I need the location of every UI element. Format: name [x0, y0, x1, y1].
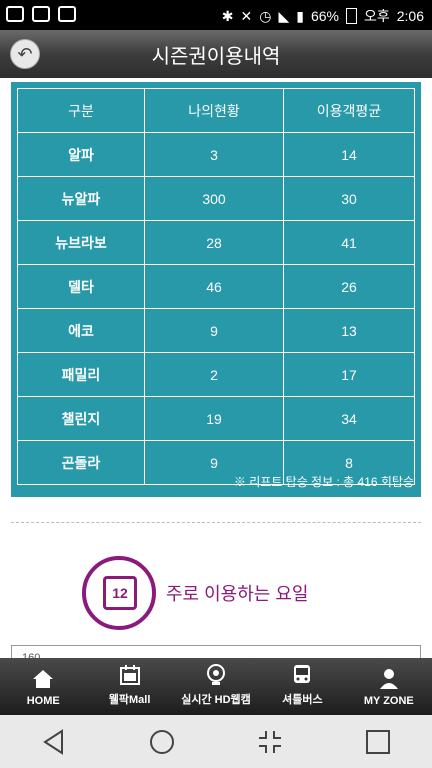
column-header-average: 이용객평균 [283, 88, 415, 133]
row-mine: 9 [144, 308, 284, 353]
alarm-icon: ◷ [259, 8, 272, 24]
row-label: 뉴브라보 [17, 220, 145, 265]
table-row: 에코 9 13 [17, 308, 415, 353]
section-divider [11, 522, 421, 523]
battery-percent: 66% [310, 8, 339, 24]
row-label: 챌린지 [17, 396, 145, 441]
weekday-section-title: 주로 이용하는 요일 [166, 584, 309, 604]
row-label: 델타 [17, 264, 145, 309]
table-row: 챌린지 19 34 [17, 396, 415, 441]
battery-icon [345, 8, 357, 24]
row-avg: 14 [283, 132, 415, 177]
row-label: 에코 [17, 308, 145, 353]
row-avg: 41 [283, 220, 415, 265]
lift-ride-note: ※ 리프트 탑승 정보 : 총 416 회탑승 [233, 475, 414, 489]
row-avg: 26 [283, 264, 415, 309]
row-mine: 28 [144, 220, 284, 265]
bluetooth-icon: ✱ [221, 8, 234, 24]
nav-shuttle[interactable]: 셔틀버스 [259, 658, 345, 715]
usage-table-panel: 구분 나의현황 이용객평균 알파 3 14 뉴알파 300 30 뉴브라보 28… [11, 82, 421, 497]
webcam-icon [207, 664, 226, 685]
nav-myzone[interactable]: MY ZONE [346, 658, 432, 715]
table-header-row: 구분 나의현황 이용객평균 [17, 88, 415, 133]
row-mine: 3 [144, 132, 284, 177]
row-label: 곤돌라 [17, 440, 145, 485]
row-mine: 19 [144, 396, 284, 441]
split-screen-icon [259, 730, 281, 753]
app-notification-icon [6, 6, 24, 22]
system-back-button[interactable] [34, 722, 74, 762]
message-notification-icon [58, 6, 76, 22]
image-notification-icon [32, 6, 50, 22]
status-bar: ✱ ✕ ◷ ◣ ▮ 66% 오후 2:06 [0, 0, 432, 30]
table-row: 알파 3 14 [17, 132, 415, 177]
row-avg: 34 [283, 396, 415, 441]
nav-mall[interactable]: 웰팍Mall [86, 658, 172, 715]
row-label: 뉴알파 [17, 176, 145, 221]
usage-table: 구분 나의현황 이용객평균 알파 3 14 뉴알파 300 30 뉴브라보 28… [17, 88, 415, 485]
back-triangle-icon [43, 728, 63, 755]
wifi-icon: ◣ [278, 8, 290, 24]
row-mine: 46 [144, 264, 284, 309]
system-nav-bar [0, 715, 432, 768]
back-button[interactable]: ↶ [10, 39, 40, 69]
nav-label: 셔틀버스 [282, 694, 323, 706]
back-arrow-icon: ↶ [17, 43, 33, 65]
clock-time: 2:06 [396, 8, 424, 24]
mute-icon: ✕ [240, 8, 253, 24]
page-title: 시즌권이용내역 [151, 44, 281, 68]
row-label: 패밀리 [17, 352, 145, 397]
home-circle-icon [150, 729, 174, 754]
top-bar: ↶ 시즌권이용내역 [0, 30, 432, 78]
time-prefix: 오후 [363, 8, 390, 24]
row-mine: 300 [144, 176, 284, 221]
system-split-button[interactable] [250, 722, 290, 762]
nav-label: HOME [26, 695, 60, 707]
row-label: 알파 [17, 132, 145, 177]
table-row: 곤돌라 9 8 [17, 440, 415, 485]
recents-square-icon [366, 729, 390, 754]
row-avg: 17 [283, 352, 415, 397]
row-avg: 8 [283, 440, 415, 485]
table-row: 패밀리 2 17 [17, 352, 415, 397]
calendar-icon: 12 [82, 556, 156, 630]
column-header-category: 구분 [17, 88, 145, 133]
nav-home[interactable]: HOME [0, 658, 86, 715]
calendar-icon [119, 665, 140, 685]
table-row: 뉴브라보 28 41 [17, 220, 415, 265]
row-mine: 2 [144, 352, 284, 397]
row-avg: 30 [283, 176, 415, 221]
home-icon [33, 670, 54, 688]
calendar-number: 12 [103, 576, 137, 610]
table-row: 델타 46 26 [17, 264, 415, 309]
system-recents-button[interactable] [358, 722, 398, 762]
person-icon [379, 669, 398, 689]
column-header-mine: 나의현황 [144, 88, 284, 133]
signal-icon: ▮ [296, 8, 304, 24]
nav-webcam[interactable]: 실시간 HD웹캠 [173, 658, 259, 715]
table-row: 뉴알파 300 30 [17, 176, 415, 221]
nav-label: 웰팍Mall [108, 694, 151, 706]
bus-icon [294, 665, 311, 683]
nav-label: MY ZONE [363, 695, 414, 707]
nav-label: 실시간 HD웹캠 [181, 694, 251, 706]
system-home-button[interactable] [142, 722, 182, 762]
row-avg: 13 [283, 308, 415, 353]
bottom-nav: HOME 웰팍Mall 실시간 HD웹캠 셔틀버스 MY ZONE [0, 658, 432, 715]
